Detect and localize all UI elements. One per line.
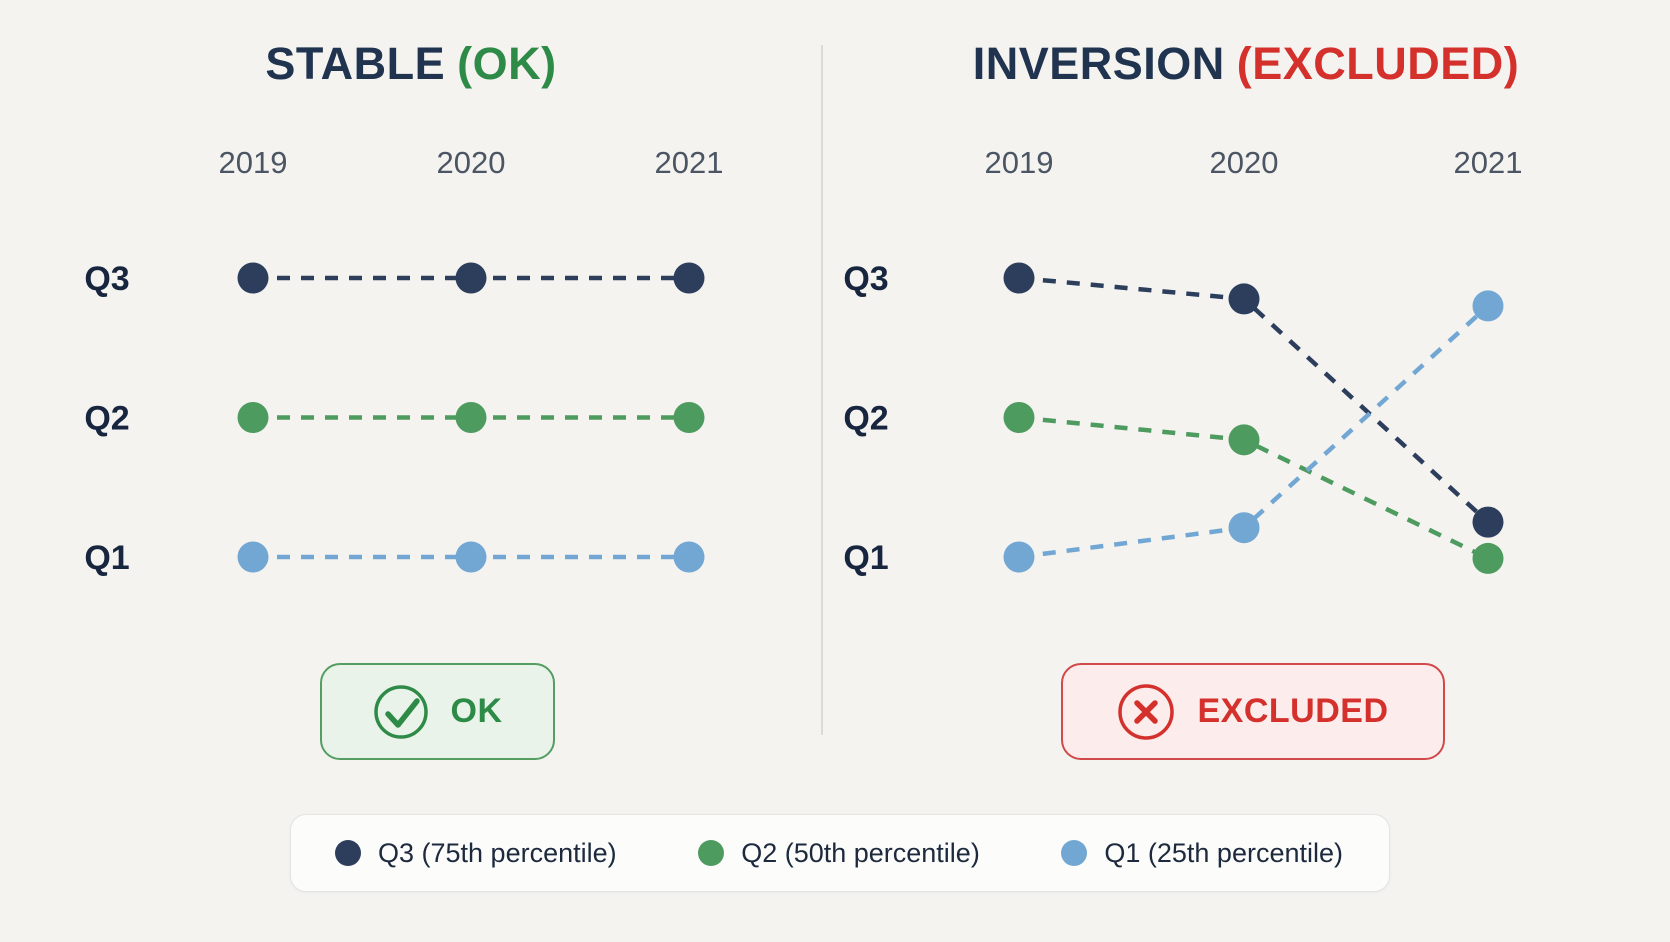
year-tick-label: 2019 <box>985 145 1054 180</box>
stable-panel-title: STABLE (OK) <box>0 38 822 90</box>
panel-divider <box>821 45 823 735</box>
quartile-axis-label: Q2 <box>84 400 129 438</box>
legend-item-q1: Q1 (25th percentile) <box>1061 838 1343 869</box>
stable-title-text: STABLE <box>265 38 446 89</box>
data-point <box>1472 542 1504 574</box>
data-point <box>1003 541 1035 573</box>
data-point <box>455 541 487 573</box>
year-tick-label: 2021 <box>1454 145 1523 180</box>
excluded-status-badge: EXCLUDED <box>1061 663 1445 760</box>
inversion-title-suffix: (EXCLUDED) <box>1236 38 1520 89</box>
inversion-title-text: INVERSION <box>972 38 1225 89</box>
data-point <box>673 402 705 433</box>
year-tick-label: 2019 <box>219 145 288 180</box>
data-point <box>1472 290 1504 322</box>
inversion-panel-title: INVERSION (EXCLUDED) <box>822 38 1670 90</box>
series-line <box>1018 275 1490 524</box>
legend-item-q3: Q3 (75th percentile) <box>335 838 617 869</box>
quartile-axis-label: Q2 <box>843 400 888 438</box>
data-point <box>1228 512 1260 544</box>
quartile-axis-label: Q1 <box>84 539 129 577</box>
data-point <box>1003 262 1035 294</box>
x-circle-icon <box>1118 683 1175 740</box>
data-point <box>673 541 705 573</box>
quartile-axis-label: Q3 <box>84 260 129 298</box>
stable-title-suffix: (OK) <box>457 38 557 89</box>
excluded-badge-label: EXCLUDED <box>1197 692 1389 730</box>
year-tick-label: 2020 <box>437 145 506 180</box>
q2-legend-dot-icon <box>698 840 725 866</box>
data-point <box>455 262 487 294</box>
data-point <box>673 262 705 294</box>
data-point <box>1228 283 1260 315</box>
legend-item-label: Q3 (75th percentile) <box>378 837 617 868</box>
data-point <box>237 541 269 573</box>
legend-item-label: Q1 (25th percentile) <box>1104 837 1343 868</box>
chart-legend: Q3 (75th percentile) Q2 (50th percentile… <box>290 814 1390 892</box>
data-point <box>1003 402 1035 433</box>
data-point <box>237 262 269 294</box>
data-point <box>1472 506 1504 538</box>
q3-legend-dot-icon <box>335 840 361 866</box>
q1-legend-dot-icon <box>1061 840 1088 866</box>
year-tick-label: 2021 <box>655 145 724 180</box>
quartile-axis-label: Q3 <box>843 260 888 298</box>
ok-badge-label: OK <box>450 692 503 730</box>
quartile-axis-label: Q1 <box>843 539 888 577</box>
legend-item-q2: Q2 (50th percentile) <box>698 838 980 869</box>
year-tick-label: 2020 <box>1210 145 1279 180</box>
ok-status-badge: OK <box>320 663 555 760</box>
data-point <box>1228 424 1260 456</box>
data-point <box>455 402 487 433</box>
check-circle-icon <box>373 684 428 739</box>
data-point <box>237 402 269 433</box>
legend-item-label: Q2 (50th percentile) <box>741 837 980 868</box>
